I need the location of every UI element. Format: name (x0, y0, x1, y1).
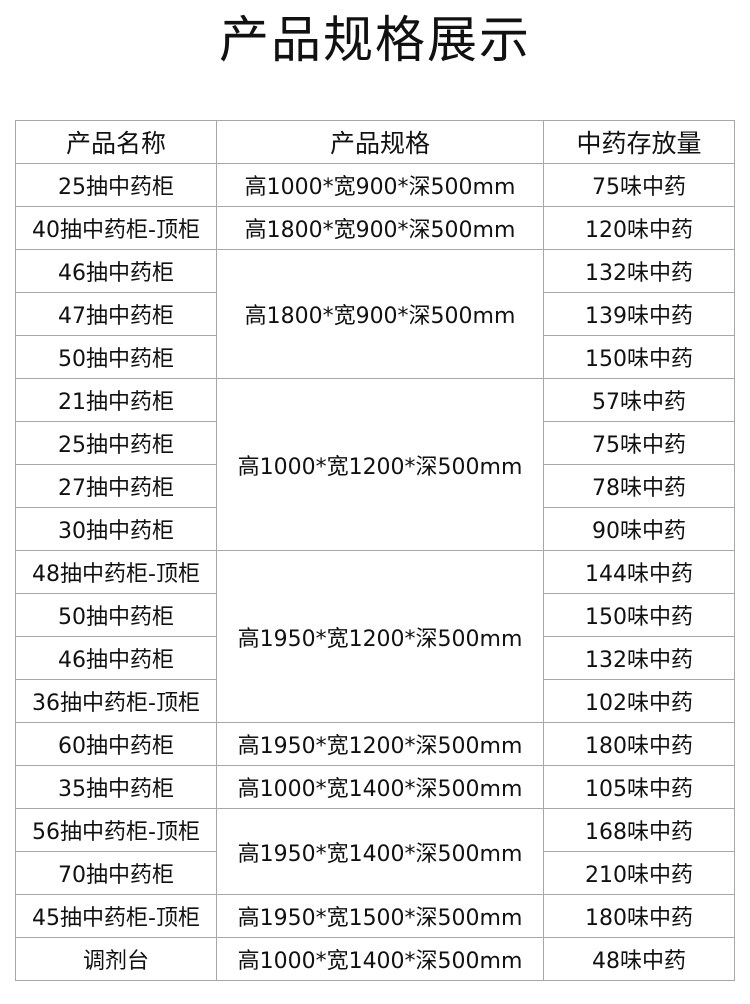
table-row: 36抽中药柜-顶柜 102味中药 (15, 679, 735, 723)
product-name: 40抽中药柜-顶柜 (15, 206, 217, 250)
table-row: 30抽中药柜 90味中药 (15, 507, 735, 551)
capacity: 168味中药 (543, 808, 735, 852)
header-capacity: 中药存放量 (543, 120, 735, 164)
header-spec: 产品规格 (216, 120, 544, 164)
table-row: 70抽中药柜 210味中药 (15, 851, 735, 895)
table-row: 56抽中药柜-顶柜 高1950*宽1400*深500mm 168味中药 (15, 808, 735, 895)
page-title: 产品规格展示 (219, 11, 531, 69)
product-name: 30抽中药柜 (15, 507, 217, 551)
capacity: 180味中药 (543, 722, 735, 766)
capacity: 75味中药 (543, 421, 735, 465)
capacity: 132味中药 (543, 249, 735, 293)
capacity: 57味中药 (543, 378, 735, 422)
table-row: 调剂台 高1000*宽1400*深500mm 48味中药 (15, 937, 735, 981)
table-row: 40抽中药柜-顶柜 高1800*宽900*深500mm 120味中药 (15, 206, 735, 250)
capacity: 139味中药 (543, 292, 735, 336)
capacity: 150味中药 (543, 593, 735, 637)
product-spec: 高1000*宽1400*深500mm (216, 765, 544, 809)
product-name: 70抽中药柜 (15, 851, 217, 895)
product-name: 50抽中药柜 (15, 335, 217, 379)
product-name: 46抽中药柜 (15, 636, 217, 680)
table-row: 35抽中药柜 高1000*宽1400*深500mm 105味中药 (15, 765, 735, 809)
product-name: 56抽中药柜-顶柜 (15, 808, 217, 852)
capacity: 132味中药 (543, 636, 735, 680)
product-name: 47抽中药柜 (15, 292, 217, 336)
product-name: 21抽中药柜 (15, 378, 217, 422)
table-row: 45抽中药柜-顶柜 高1950*宽1500*深500mm 180味中药 (15, 894, 735, 938)
product-name: 46抽中药柜 (15, 249, 217, 293)
product-name: 60抽中药柜 (15, 722, 217, 766)
product-name: 36抽中药柜-顶柜 (15, 679, 217, 723)
table-row: 48抽中药柜-顶柜 高1950*宽1200*深500mm 144味中药 (15, 550, 735, 723)
product-spec: 高1800*宽900*深500mm (216, 206, 544, 250)
capacity: 144味中药 (543, 550, 735, 594)
product-name: 50抽中药柜 (15, 593, 217, 637)
product-spec: 高1000*宽1400*深500mm (216, 937, 544, 981)
capacity: 150味中药 (543, 335, 735, 379)
product-spec: 高1950*宽1500*深500mm (216, 894, 544, 938)
product-name: 25抽中药柜 (15, 421, 217, 465)
product-spec: 高1950*宽1400*深500mm (216, 808, 544, 895)
capacity: 102味中药 (543, 679, 735, 723)
product-name: 35抽中药柜 (15, 765, 217, 809)
table-header-row: 产品名称 产品规格 中药存放量 (15, 120, 735, 164)
product-spec: 高1000*宽1200*深500mm (216, 378, 544, 551)
capacity: 75味中药 (543, 163, 735, 207)
table-row: 46抽中药柜 132味中药 (15, 636, 735, 680)
table-row: 50抽中药柜 150味中药 (15, 593, 735, 637)
spec-table: 产品名称 产品规格 中药存放量 25抽中药柜 高1000*宽900*深500mm 7… (15, 120, 735, 981)
capacity: 105味中药 (543, 765, 735, 809)
table-row: 21抽中药柜 高1000*宽1200*深500mm 57味中药 (15, 378, 735, 551)
product-spec: 高1800*宽900*深500mm (216, 249, 544, 379)
capacity: 48味中药 (543, 937, 735, 981)
product-spec: 高1950*宽1200*深500mm (216, 550, 544, 723)
product-spec: 高1000*宽900*深500mm (216, 163, 544, 207)
product-name: 27抽中药柜 (15, 464, 217, 508)
product-name: 45抽中药柜-顶柜 (15, 894, 217, 938)
table-row: 47抽中药柜 139味中药 (15, 292, 735, 336)
table-row: 46抽中药柜 高1800*宽900*深500mm 132味中药 (15, 249, 735, 379)
table-row: 60抽中药柜 高1950*宽1200*深500mm 180味中药 (15, 722, 735, 766)
product-name: 48抽中药柜-顶柜 (15, 550, 217, 594)
capacity: 180味中药 (543, 894, 735, 938)
product-name: 25抽中药柜 (15, 163, 217, 207)
capacity: 90味中药 (543, 507, 735, 551)
capacity: 78味中药 (543, 464, 735, 508)
capacity: 120味中药 (543, 206, 735, 250)
table-row: 25抽中药柜 高1000*宽900*深500mm 75味中药 (15, 163, 735, 207)
capacity: 210味中药 (543, 851, 735, 895)
header-name: 产品名称 (15, 120, 217, 164)
product-name: 调剂台 (15, 937, 217, 981)
product-spec: 高1950*宽1200*深500mm (216, 722, 544, 766)
